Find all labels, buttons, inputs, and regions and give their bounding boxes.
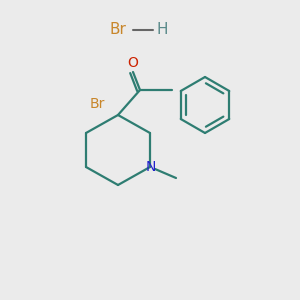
- Text: Br: Br: [110, 22, 126, 38]
- Text: H: H: [156, 22, 168, 38]
- Text: Br: Br: [89, 97, 105, 111]
- Text: O: O: [128, 56, 138, 70]
- Text: N: N: [146, 160, 156, 174]
